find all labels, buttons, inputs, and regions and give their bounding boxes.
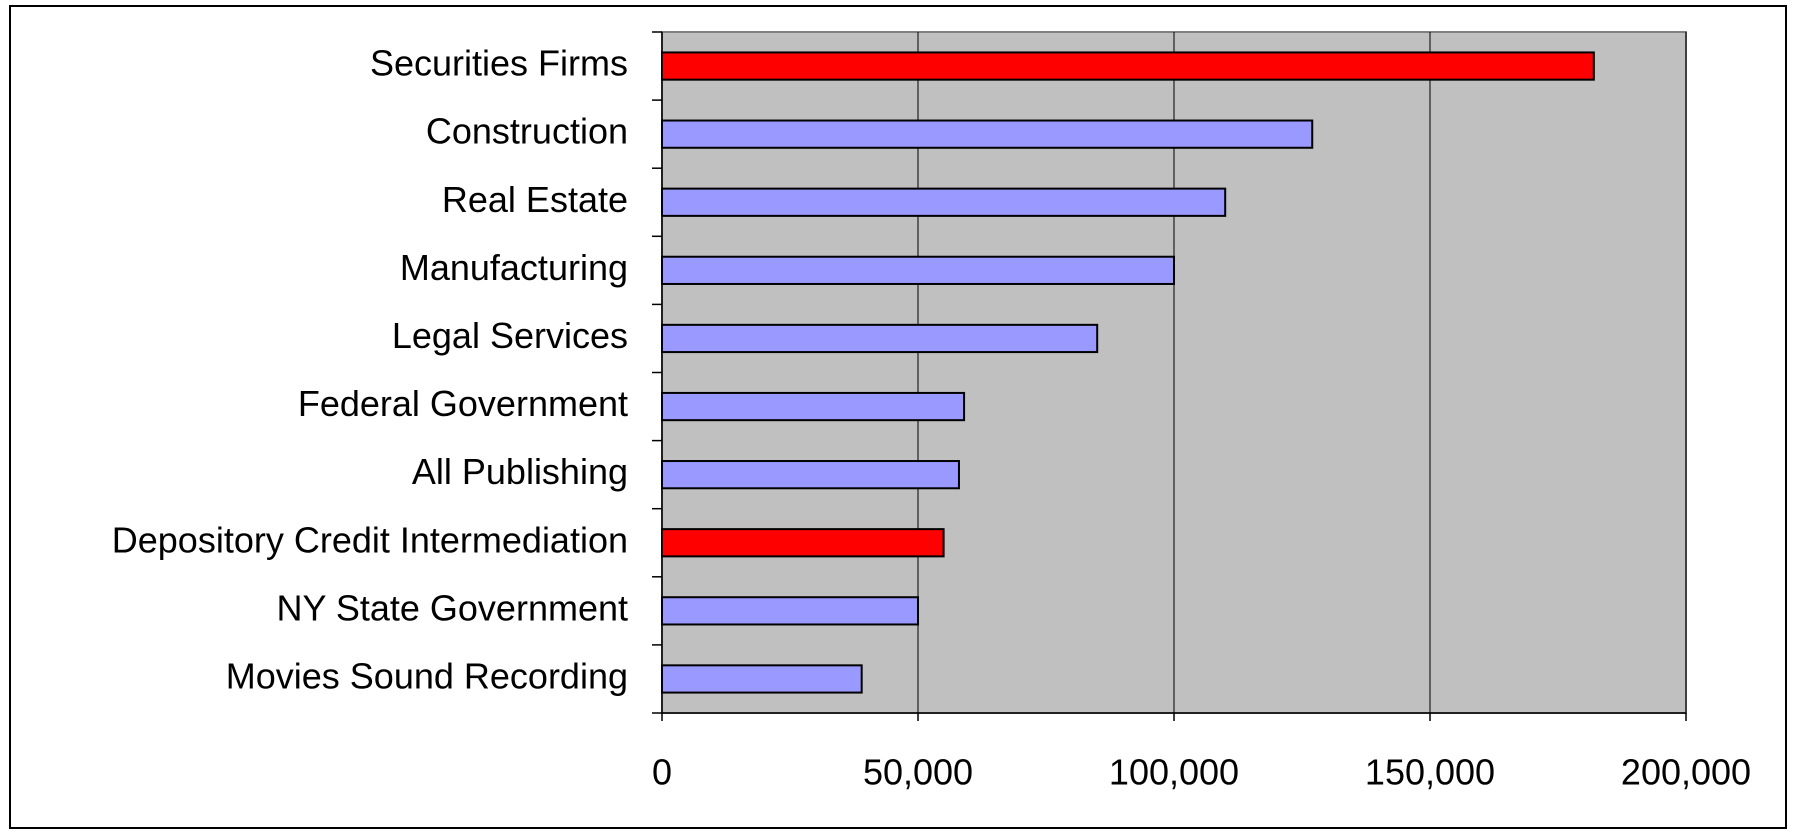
- bar: [661, 391, 966, 422]
- bar: [661, 528, 945, 558]
- bar: [661, 596, 919, 626]
- x-tick-label: 0: [652, 752, 672, 793]
- x-tick-label: 100,000: [1109, 752, 1239, 793]
- bar: [661, 119, 1314, 149]
- y-tick-label: Federal Government: [298, 383, 628, 424]
- y-tick-label: Securities Firms: [370, 43, 628, 84]
- y-tick-label: Legal Services: [392, 315, 628, 356]
- y-tick-label: Depository Credit Intermediation: [112, 519, 628, 560]
- x-tick-label: 150,000: [1365, 752, 1495, 793]
- y-tick-label: Movies Sound Recording: [226, 655, 628, 696]
- bar: [661, 255, 1175, 285]
- x-tick-label: 50,000: [863, 752, 973, 793]
- bar: [661, 323, 1099, 354]
- y-tick-label: Construction: [426, 111, 628, 152]
- x-tick-label: 200,000: [1621, 752, 1751, 793]
- bar: [661, 664, 863, 694]
- bar: [661, 51, 1595, 81]
- y-tick-label: All Publishing: [412, 451, 628, 492]
- bar: [661, 187, 1227, 217]
- y-tick-label: Manufacturing: [400, 247, 628, 288]
- bar: [661, 460, 960, 490]
- y-tick-label: Real Estate: [442, 179, 628, 220]
- y-tick-label: NY State Government: [276, 587, 628, 628]
